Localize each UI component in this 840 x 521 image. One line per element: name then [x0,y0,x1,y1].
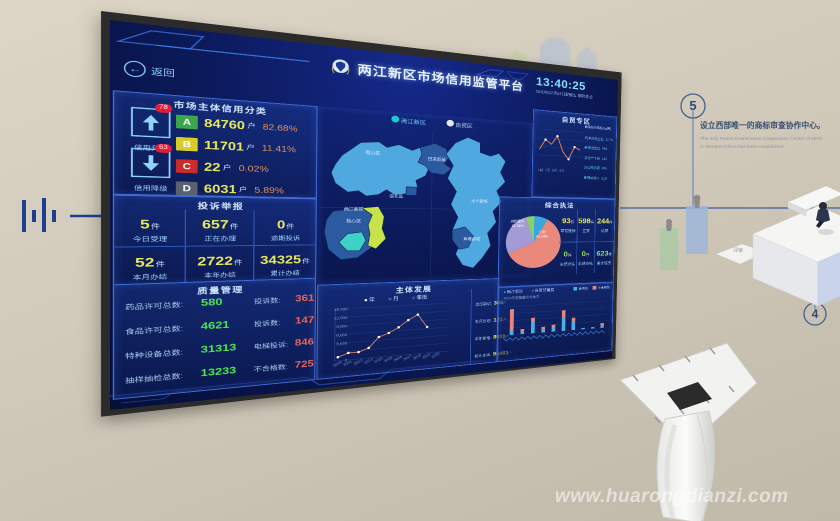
svg-text:评审: 评审 [733,247,743,254]
svg-text:in Western China has been esta: in Western China has been established. [700,144,785,150]
svg-text:5: 5 [689,98,696,113]
svg-text:4: 4 [812,307,819,321]
svg-text:设立西部唯一的商标审查协作中心。: 设立西部唯一的商标审查协作中心。 [700,120,825,130]
svg-text:The only Patent Examination Co: The only Patent Examination Cooperation … [700,136,822,142]
